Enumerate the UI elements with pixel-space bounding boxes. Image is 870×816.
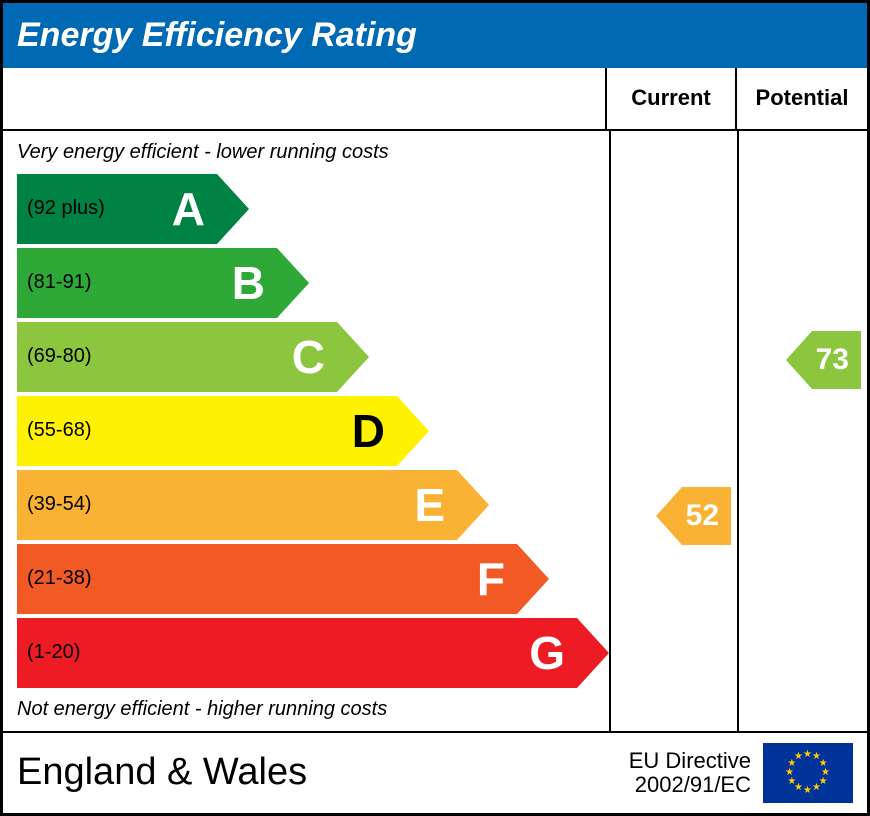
band-d: (55-68) D [17, 396, 609, 466]
band-bar: (1-20) G [17, 618, 577, 688]
potential-value: 73 [812, 331, 861, 389]
bands-area: Very energy efficient - lower running co… [3, 131, 611, 731]
current-pointer: 52 [656, 487, 731, 545]
band-arrowhead [457, 470, 489, 540]
footer-directive: EU Directive 2002/91/EC [629, 749, 751, 797]
band-range: (39-54) [27, 493, 91, 516]
eu-star: ★ [812, 782, 821, 793]
band-letter: F [477, 552, 505, 606]
band-arrowhead [397, 396, 429, 466]
directive-line1: EU Directive [629, 749, 751, 773]
band-letter: C [292, 330, 325, 384]
column-header-row: Current Potential [3, 68, 867, 131]
band-a: (92 plus) A [17, 174, 609, 244]
pointer-arrowhead [786, 331, 812, 389]
band-arrowhead [217, 174, 249, 244]
band-bar: (55-68) D [17, 396, 397, 466]
band-arrowhead [517, 544, 549, 614]
pointer-arrowhead [656, 487, 682, 545]
band-b: (81-91) B [17, 248, 609, 318]
band-letter: E [414, 478, 445, 532]
band-c: (69-80) C [17, 322, 609, 392]
footer-row: England & Wales EU Directive 2002/91/EC … [3, 733, 867, 813]
header-current: Current [607, 68, 737, 129]
band-range: (21-38) [27, 567, 91, 590]
current-value: 52 [682, 487, 731, 545]
bands-list: (92 plus) A (81-91) B (69-80) C (55-68) D (39-54… [3, 174, 609, 688]
band-f: (21-38) F [17, 544, 609, 614]
caption-bottom: Not energy efficient - higher running co… [3, 692, 609, 723]
eu-flag-icon: ★★★★★★★★★★★★ [763, 743, 853, 803]
eu-star: ★ [794, 751, 803, 762]
band-arrowhead [337, 322, 369, 392]
band-letter: G [529, 626, 565, 680]
band-arrowhead [577, 618, 609, 688]
band-g: (1-20) G [17, 618, 609, 688]
potential-column: 73 [739, 131, 867, 731]
title-bar: Energy Efficiency Rating [3, 3, 867, 68]
band-range: (1-20) [27, 641, 80, 664]
band-bar: (92 plus) A [17, 174, 217, 244]
band-range: (81-91) [27, 271, 91, 294]
eu-star: ★ [803, 785, 812, 796]
band-bar: (21-38) F [17, 544, 517, 614]
band-range: (69-80) [27, 345, 91, 368]
band-bar: (81-91) B [17, 248, 277, 318]
band-range: (55-68) [27, 419, 91, 442]
epc-chart: Energy Efficiency Rating Current Potenti… [0, 0, 870, 816]
band-arrowhead [277, 248, 309, 318]
band-letter: A [172, 182, 205, 236]
eu-star: ★ [803, 749, 812, 760]
chart-title: Energy Efficiency Rating [17, 16, 417, 55]
potential-pointer: 73 [786, 331, 861, 389]
band-letter: D [352, 404, 385, 458]
eu-stars: ★★★★★★★★★★★★ [787, 752, 829, 794]
header-spacer [3, 68, 607, 129]
band-e: (39-54) E [17, 470, 609, 540]
header-potential: Potential [737, 68, 867, 129]
band-range: (92 plus) [27, 197, 105, 220]
caption-top: Very energy efficient - lower running co… [3, 139, 609, 170]
directive-line2: 2002/91/EC [629, 773, 751, 797]
band-bar: (69-80) C [17, 322, 337, 392]
chart-body: Very energy efficient - lower running co… [3, 131, 867, 733]
current-column: 52 [611, 131, 739, 731]
band-letter: B [232, 256, 265, 310]
band-bar: (39-54) E [17, 470, 457, 540]
footer-region: England & Wales [17, 751, 629, 794]
